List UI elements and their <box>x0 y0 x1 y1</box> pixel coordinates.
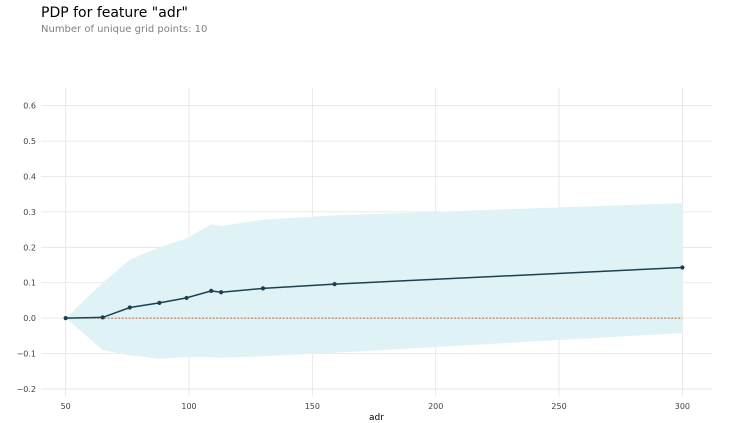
series-line-layer <box>65 266 683 319</box>
data-point <box>260 286 266 291</box>
y-tick-label: 0.5 <box>23 137 36 146</box>
x-axis-label: adr <box>369 413 384 423</box>
data-point <box>209 288 214 293</box>
data-point <box>63 316 68 321</box>
x-tick-label: 250 <box>551 402 566 411</box>
y-tick-label: −0.2 <box>17 385 36 394</box>
x-axis-ticks: 50 100 150 200 250 300 <box>61 402 690 411</box>
data-point <box>218 290 224 295</box>
data-point <box>332 282 337 287</box>
y-tick-label: 0.6 <box>23 102 36 111</box>
y-tick-label: 0.4 <box>23 173 36 182</box>
data-point <box>157 300 162 305</box>
y-tick-label: 0.2 <box>23 243 36 252</box>
data-point <box>184 295 189 301</box>
data-point <box>127 305 132 310</box>
series-points-layer <box>63 265 685 321</box>
data-point <box>680 265 685 270</box>
y-tick-label: 0.1 <box>23 279 36 288</box>
confidence-band <box>65 203 683 359</box>
confidence-band-layer <box>65 203 683 359</box>
series-line <box>65 266 683 319</box>
x-tick-label: 50 <box>61 402 71 411</box>
x-tick-label: 300 <box>675 402 690 411</box>
data-point <box>100 315 105 320</box>
y-tick-label: 0.0 <box>23 314 36 323</box>
x-tick-label: 200 <box>428 402 443 411</box>
x-tick-label: 150 <box>305 402 320 411</box>
y-axis-ticks: −0.2 −0.1 0.0 0.1 0.2 0.3 0.4 0.5 0.6 <box>17 102 36 394</box>
chart-subtitle: Number of unique grid points: 10 <box>41 24 208 35</box>
y-tick-label: −0.1 <box>17 350 36 359</box>
chart-title: PDP for feature "adr" <box>41 5 188 21</box>
y-tick-label: 0.3 <box>23 208 36 217</box>
x-tick-label: 100 <box>181 402 196 411</box>
